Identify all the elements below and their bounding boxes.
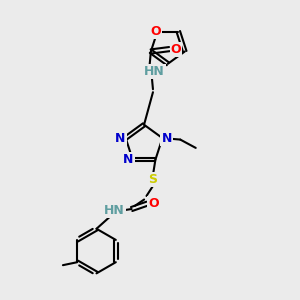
Text: S: S: [148, 173, 158, 186]
Text: HN: HN: [144, 65, 165, 78]
Text: N: N: [115, 132, 125, 145]
Text: O: O: [148, 196, 159, 210]
Text: O: O: [151, 25, 161, 38]
Text: HN: HN: [104, 204, 125, 217]
Text: O: O: [170, 43, 181, 56]
Text: N: N: [161, 132, 172, 145]
Text: N: N: [123, 153, 134, 166]
